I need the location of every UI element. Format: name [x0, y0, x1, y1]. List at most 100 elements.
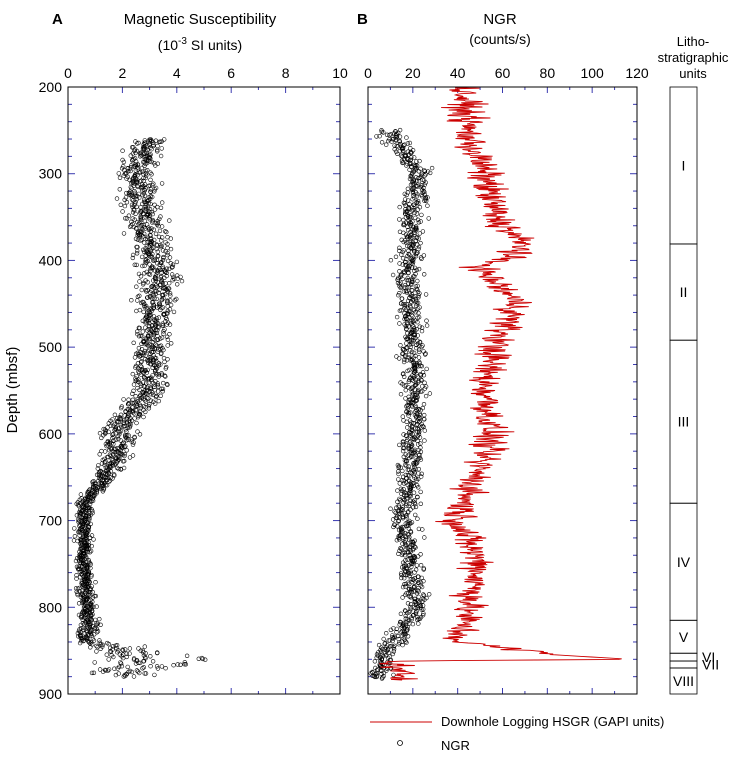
mag-sus-point: [160, 248, 166, 253]
mag-sus-point: [137, 670, 142, 676]
mag-sus-point: [196, 656, 202, 661]
legend-line-label: Downhole Logging HSGR (GAPI units): [441, 714, 664, 729]
litho-unit-label: I: [682, 157, 686, 173]
ngr-point: [408, 220, 413, 225]
ngr-point: [391, 644, 396, 650]
mag-sus-point: [91, 670, 97, 675]
mag-sus-point: [156, 325, 161, 330]
litho-unit-label: V: [679, 629, 689, 645]
mag-sus-point: [130, 204, 135, 210]
ngr-point: [400, 642, 405, 648]
mag-sus-point: [143, 175, 148, 181]
mag-sus-point: [83, 533, 89, 538]
ngr-point: [418, 501, 423, 506]
mag-sus-point: [77, 549, 82, 554]
mag-sus-point: [130, 252, 136, 258]
mag-sus-point: [125, 401, 131, 407]
mag-sus-point: [146, 358, 151, 364]
ngr-point: [377, 134, 382, 139]
mag-sus-point: [148, 266, 153, 272]
mag-sus-point: [124, 216, 130, 221]
mag-sus-point: [94, 629, 100, 635]
ngr-point: [405, 402, 410, 408]
ngr-point: [390, 636, 396, 641]
mag-sus-point: [143, 356, 148, 362]
mag-sus-point: [112, 427, 117, 433]
ngr-point: [408, 493, 413, 499]
ngr-point: [399, 153, 404, 158]
mag-sus-point: [161, 255, 166, 261]
ngr-point: [402, 552, 408, 558]
mag-sus-point: [138, 381, 143, 386]
panel-a-x-tick-label: 0: [64, 65, 72, 81]
mag-sus-point: [155, 284, 160, 290]
ngr-point: [384, 132, 390, 138]
mag-sus-point: [84, 625, 89, 631]
mag-sus-point: [137, 233, 143, 239]
ngr-point: [411, 490, 417, 495]
mag-sus-point: [126, 213, 132, 218]
ngr-point: [419, 607, 424, 612]
ngr-point: [405, 186, 411, 192]
ngr-point: [400, 448, 406, 454]
mag-sus-point: [136, 646, 141, 651]
y-tick-label: 200: [39, 79, 63, 95]
mag-sus-point: [129, 202, 135, 208]
ngr-point: [416, 236, 421, 241]
ngr-point: [399, 575, 404, 581]
ngr-point: [413, 382, 418, 388]
mag-sus-point: [104, 483, 110, 488]
ngr-point: [409, 265, 415, 270]
mag-sus-point: [137, 432, 143, 437]
mag-sus-point: [151, 181, 156, 186]
ngr-point: [394, 629, 399, 635]
ngr-point: [416, 580, 421, 586]
mag-sus-point: [116, 171, 122, 176]
mag-sus-point: [131, 382, 137, 387]
ngr-point: [400, 160, 405, 166]
ngr-point: [406, 385, 411, 390]
mag-sus-point: [120, 648, 126, 653]
mag-sus-point: [139, 300, 144, 306]
ngr-point: [411, 473, 417, 478]
mag-sus-point: [136, 660, 141, 665]
mag-sus-point: [131, 388, 136, 393]
mag-sus-point: [163, 366, 169, 371]
mag-sus-point: [96, 463, 101, 468]
mag-sus-point: [133, 365, 138, 370]
ngr-point: [397, 127, 403, 133]
mag-sus-point: [127, 646, 133, 651]
ngr-point: [382, 640, 388, 646]
mag-sus-point: [154, 289, 159, 294]
litho-header-1: Litho-: [677, 34, 710, 49]
ngr-point: [417, 599, 422, 604]
mag-sus-point: [79, 541, 85, 546]
panel-b-hsgr-line: [379, 86, 622, 681]
ngr-point: [408, 161, 413, 167]
mag-sus-point: [105, 425, 110, 430]
mag-sus-point: [130, 400, 135, 406]
mag-sus-point: [97, 638, 102, 643]
ngr-point: [420, 229, 426, 234]
mag-sus-point: [159, 386, 164, 391]
mag-sus-point: [139, 383, 144, 388]
mag-sus-point: [112, 666, 117, 671]
ngr-point: [421, 611, 426, 616]
ngr-point: [414, 211, 420, 216]
mag-sus-point: [156, 290, 161, 295]
mag-sus-point: [174, 296, 179, 302]
panel-a-x-tick-label: 10: [332, 65, 348, 81]
mag-sus-point: [155, 204, 160, 210]
mag-sus-point: [116, 436, 121, 442]
mag-sus-point: [142, 138, 148, 143]
ngr-point: [381, 674, 386, 679]
mag-sus-point: [131, 440, 136, 445]
ngr-point: [407, 473, 412, 478]
ngr-point: [414, 301, 419, 306]
mag-sus-point: [155, 249, 161, 254]
litho-unit-box: [669, 660, 698, 669]
panel-a-title: Magnetic Susceptibility: [124, 11, 277, 28]
ngr-point: [419, 325, 425, 330]
ngr-point: [419, 474, 424, 479]
mag-sus-point: [125, 166, 131, 171]
